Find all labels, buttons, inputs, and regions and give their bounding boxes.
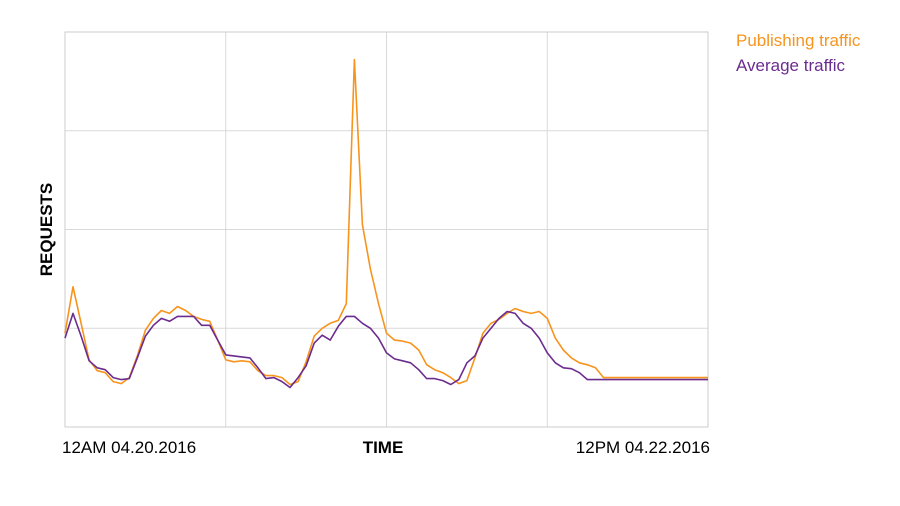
grid — [65, 32, 708, 427]
y-axis-label: REQUESTS — [37, 183, 56, 277]
x-axis-label: TIME — [363, 438, 404, 457]
legend-item-publishing: Publishing traffic — [736, 31, 861, 50]
series-line-average — [64, 310, 708, 389]
x-tick-label-end: 12PM 04.22.2016 — [576, 438, 710, 457]
legend: Publishing traffic Average traffic — [736, 28, 860, 78]
legend-item-average: Average traffic — [736, 56, 845, 75]
plot-area — [64, 31, 709, 428]
series-line-publishing — [64, 58, 708, 386]
x-tick-label-start: 12AM 04.20.2016 — [62, 438, 196, 457]
series-layer — [64, 58, 708, 389]
